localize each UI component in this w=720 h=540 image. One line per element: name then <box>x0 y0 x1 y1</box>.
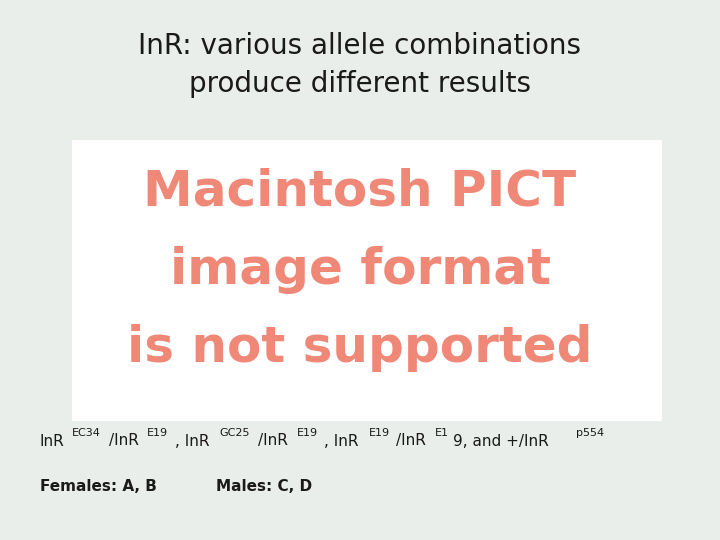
Text: InR: InR <box>40 434 64 449</box>
Text: EC34: EC34 <box>71 428 100 438</box>
Text: image format: image format <box>169 246 551 294</box>
Text: InR: various allele combinations: InR: various allele combinations <box>138 32 582 60</box>
Text: E1: E1 <box>435 428 449 438</box>
Text: Macintosh PICT: Macintosh PICT <box>143 168 577 215</box>
Text: /InR: /InR <box>396 434 426 449</box>
Text: produce different results: produce different results <box>189 70 531 98</box>
Text: E19: E19 <box>297 428 318 438</box>
Text: /InR: /InR <box>258 434 288 449</box>
Text: , InR: , InR <box>324 434 359 449</box>
FancyBboxPatch shape <box>72 140 662 421</box>
Text: /InR: /InR <box>109 434 139 449</box>
Text: Males: C, D: Males: C, D <box>216 480 312 495</box>
Text: p554: p554 <box>576 428 604 438</box>
Text: 9, and +/InR: 9, and +/InR <box>453 434 549 449</box>
Text: is not supported: is not supported <box>127 325 593 372</box>
Text: E19: E19 <box>148 428 168 438</box>
Text: , InR: , InR <box>175 434 209 449</box>
Text: GC25: GC25 <box>219 428 250 438</box>
Text: E19: E19 <box>369 428 390 438</box>
Text: Females: A, B: Females: A, B <box>40 480 156 495</box>
